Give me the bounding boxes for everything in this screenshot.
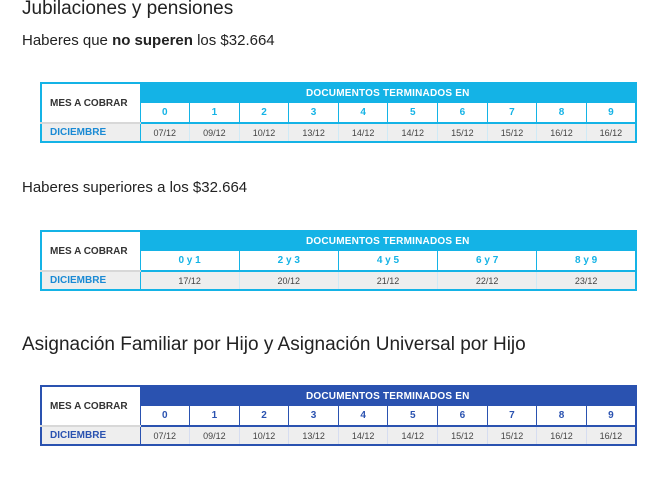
- digit-cell: 9: [585, 103, 636, 124]
- digit-cell: 7: [486, 103, 537, 124]
- digit-cell: 5: [387, 406, 438, 427]
- date-cell: 10/12: [238, 426, 289, 445]
- date-cell: 14/12: [337, 123, 388, 142]
- month-label: DICIEMBRE: [41, 123, 141, 142]
- subtitle-no-superen: Haberes que no superen los $32.664: [22, 32, 275, 49]
- digit-cell: 4 y 5: [337, 251, 438, 272]
- digit-cell: 7: [486, 406, 537, 427]
- digit-cell: 1: [189, 103, 240, 124]
- digit-cell: 3: [288, 103, 339, 124]
- table-header: DOCUMENTOS TERMINADOS EN: [140, 83, 636, 103]
- mes-a-cobrar-label: MES A COBRAR: [41, 83, 141, 124]
- digit-cell: 6: [437, 406, 488, 427]
- digit-cell: 3: [288, 406, 339, 427]
- digit-cell: 0: [139, 103, 190, 124]
- month-label: DICIEMBRE: [41, 426, 141, 445]
- digit-cell: 1: [189, 406, 240, 427]
- mes-a-cobrar-label: MES A COBRAR: [41, 386, 141, 427]
- digit-cell: 2: [238, 103, 289, 124]
- section-title-jubilaciones: Jubilaciones y pensiones: [22, 0, 234, 19]
- date-cell: 14/12: [387, 123, 438, 142]
- date-cell: 16/12: [536, 123, 587, 142]
- digits-row: 0 1 2 3 4 5 6 7 8 9: [41, 103, 636, 124]
- payment-table-no-superen: MES A COBRAR DOCUMENTOS TERMINADOS EN 0 …: [40, 82, 637, 143]
- digit-cell: 8 y 9: [536, 251, 636, 272]
- digits-row: 0 y 1 2 y 3 4 y 5 6 y 7 8 y 9: [41, 251, 636, 272]
- date-cell: 22/12: [437, 271, 537, 290]
- date-cell: 09/12: [189, 123, 240, 142]
- digit-cell: 4: [337, 406, 388, 427]
- table-header: DOCUMENTOS TERMINADOS EN: [140, 386, 636, 406]
- digit-cell: 9: [585, 406, 636, 427]
- date-cell: 16/12: [585, 426, 636, 445]
- digit-cell: 6: [437, 103, 488, 124]
- subtitle-suffix: los $32.664: [192, 32, 275, 49]
- date-cell: 10/12: [238, 123, 289, 142]
- dates-row: DICIEMBRE 07/12 09/12 10/12 13/12 14/12 …: [41, 426, 636, 445]
- date-cell: 21/12: [337, 271, 438, 290]
- digit-cell: 6 y 7: [437, 251, 537, 272]
- date-cell: 23/12: [536, 271, 636, 290]
- date-cell: 17/12: [139, 271, 240, 290]
- mes-a-cobrar-label: MES A COBRAR: [41, 231, 141, 272]
- payment-table-superiores: MES A COBRAR DOCUMENTOS TERMINADOS EN 0 …: [40, 230, 637, 291]
- subtitle-bold: no superen: [112, 32, 193, 49]
- digit-cell: 8: [536, 406, 587, 427]
- date-cell: 09/12: [189, 426, 240, 445]
- date-cell: 15/12: [486, 123, 537, 142]
- payment-table-asignacion: MES A COBRAR DOCUMENTOS TERMINADOS EN 0 …: [40, 385, 637, 446]
- digit-cell: 0: [139, 406, 190, 427]
- dates-row: DICIEMBRE 07/12 09/12 10/12 13/12 14/12 …: [41, 123, 636, 142]
- date-cell: 14/12: [387, 426, 438, 445]
- date-cell: 07/12: [139, 123, 190, 142]
- digit-cell: 0 y 1: [139, 251, 240, 272]
- month-label: DICIEMBRE: [41, 271, 141, 290]
- digit-cell: 5: [387, 103, 438, 124]
- table-header: DOCUMENTOS TERMINADOS EN: [140, 231, 636, 251]
- digit-cell: 8: [536, 103, 587, 124]
- digit-cell: 4: [337, 103, 388, 124]
- digit-cell: 2: [238, 406, 289, 427]
- date-cell: 14/12: [337, 426, 388, 445]
- dates-row: DICIEMBRE 17/12 20/12 21/12 22/12 23/12: [41, 271, 636, 290]
- date-cell: 15/12: [486, 426, 537, 445]
- date-cell: 13/12: [288, 123, 339, 142]
- subtitle-prefix: Haberes que: [22, 32, 113, 49]
- date-cell: 16/12: [585, 123, 636, 142]
- date-cell: 15/12: [437, 123, 488, 142]
- date-cell: 15/12: [437, 426, 488, 445]
- subtitle-superiores: Haberes superiores a los $32.664: [22, 179, 248, 196]
- date-cell: 13/12: [288, 426, 339, 445]
- digit-cell: 2 y 3: [238, 251, 339, 272]
- date-cell: 16/12: [536, 426, 587, 445]
- date-cell: 07/12: [139, 426, 190, 445]
- digits-row: 0 1 2 3 4 5 6 7 8 9: [41, 406, 636, 427]
- section-title-asignacion: Asignación Familiar por Hijo y Asignació…: [22, 334, 526, 355]
- date-cell: 20/12: [238, 271, 339, 290]
